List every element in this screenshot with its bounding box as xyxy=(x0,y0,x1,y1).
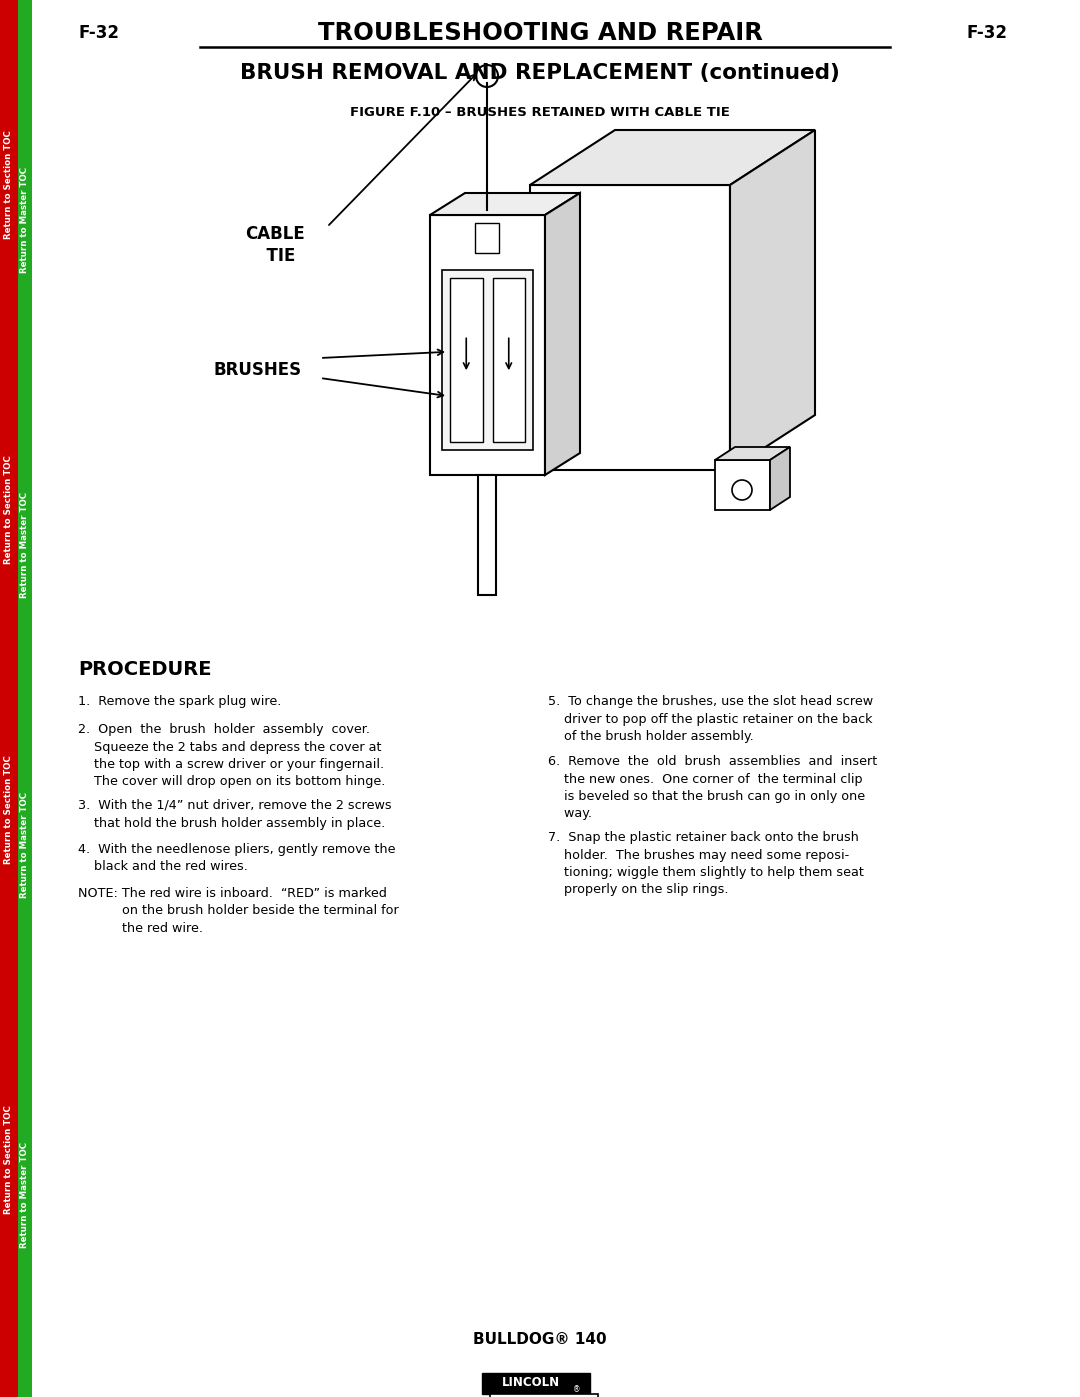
Text: LINCOLN: LINCOLN xyxy=(502,1376,561,1390)
Text: BRUSH REMOVAL AND REPLACEMENT (continued): BRUSH REMOVAL AND REPLACEMENT (continued… xyxy=(240,63,840,82)
Bar xyxy=(442,270,534,450)
Polygon shape xyxy=(730,130,815,469)
Text: Return to Master TOC: Return to Master TOC xyxy=(21,492,29,598)
Bar xyxy=(715,460,770,510)
Text: Return to Section TOC: Return to Section TOC xyxy=(4,455,14,564)
Text: 7.  Snap the plastic retainer back onto the brush
    holder.  The brushes may n: 7. Snap the plastic retainer back onto t… xyxy=(548,831,864,897)
Bar xyxy=(475,224,499,253)
Polygon shape xyxy=(430,193,580,215)
Bar xyxy=(478,475,496,595)
Polygon shape xyxy=(430,215,545,475)
Polygon shape xyxy=(530,184,730,469)
Polygon shape xyxy=(715,447,789,460)
Text: ®: ® xyxy=(573,1386,581,1394)
Polygon shape xyxy=(530,130,815,184)
Text: Return to Section TOC: Return to Section TOC xyxy=(4,756,14,865)
Text: NOTE: The red wire is inboard.  “RED” is marked
           on the brush holder b: NOTE: The red wire is inboard. “RED” is … xyxy=(78,887,399,935)
Text: TROUBLESHOOTING AND REPAIR: TROUBLESHOOTING AND REPAIR xyxy=(318,21,762,45)
Bar xyxy=(450,278,483,441)
Text: 1.  Remove the spark plug wire.: 1. Remove the spark plug wire. xyxy=(78,694,282,708)
Text: F-32: F-32 xyxy=(78,24,119,42)
Text: Return to Master TOC: Return to Master TOC xyxy=(21,792,29,898)
Polygon shape xyxy=(770,447,789,510)
Text: Return to Section TOC: Return to Section TOC xyxy=(4,131,14,239)
Text: 3.  With the 1/4” nut driver, remove the 2 screws
    that hold the brush holder: 3. With the 1/4” nut driver, remove the … xyxy=(78,799,392,830)
Text: Return to Section TOC: Return to Section TOC xyxy=(4,1105,14,1214)
Text: Return to Master TOC: Return to Master TOC xyxy=(21,1141,29,1248)
Bar xyxy=(490,1394,598,1397)
Bar xyxy=(492,278,525,441)
Text: 2.  Open  the  brush  holder  assembly  cover.
    Squeeze the 2 tabs and depres: 2. Open the brush holder assembly cover.… xyxy=(78,724,386,788)
Text: 4.  With the needlenose pliers, gently remove the
    black and the red wires.: 4. With the needlenose pliers, gently re… xyxy=(78,842,395,873)
Text: Return to Master TOC: Return to Master TOC xyxy=(21,168,29,272)
Bar xyxy=(482,1373,590,1394)
Text: CABLE
  TIE: CABLE TIE xyxy=(245,225,305,265)
Text: 6.  Remove  the  old  brush  assemblies  and  insert
    the new ones.  One corn: 6. Remove the old brush assemblies and i… xyxy=(548,754,877,820)
Text: BRUSHES: BRUSHES xyxy=(214,360,302,379)
Bar xyxy=(0,0,18,1397)
Bar xyxy=(18,0,32,1397)
Polygon shape xyxy=(545,193,580,475)
Text: F-32: F-32 xyxy=(967,24,1008,42)
Text: 5.  To change the brushes, use the slot head screw
    driver to pop off the pla: 5. To change the brushes, use the slot h… xyxy=(548,694,873,743)
Text: BULLDOG® 140: BULLDOG® 140 xyxy=(473,1333,607,1348)
Text: PROCEDURE: PROCEDURE xyxy=(78,659,212,679)
Text: FIGURE F.10 – BRUSHES RETAINED WITH CABLE TIE: FIGURE F.10 – BRUSHES RETAINED WITH CABL… xyxy=(350,106,730,120)
